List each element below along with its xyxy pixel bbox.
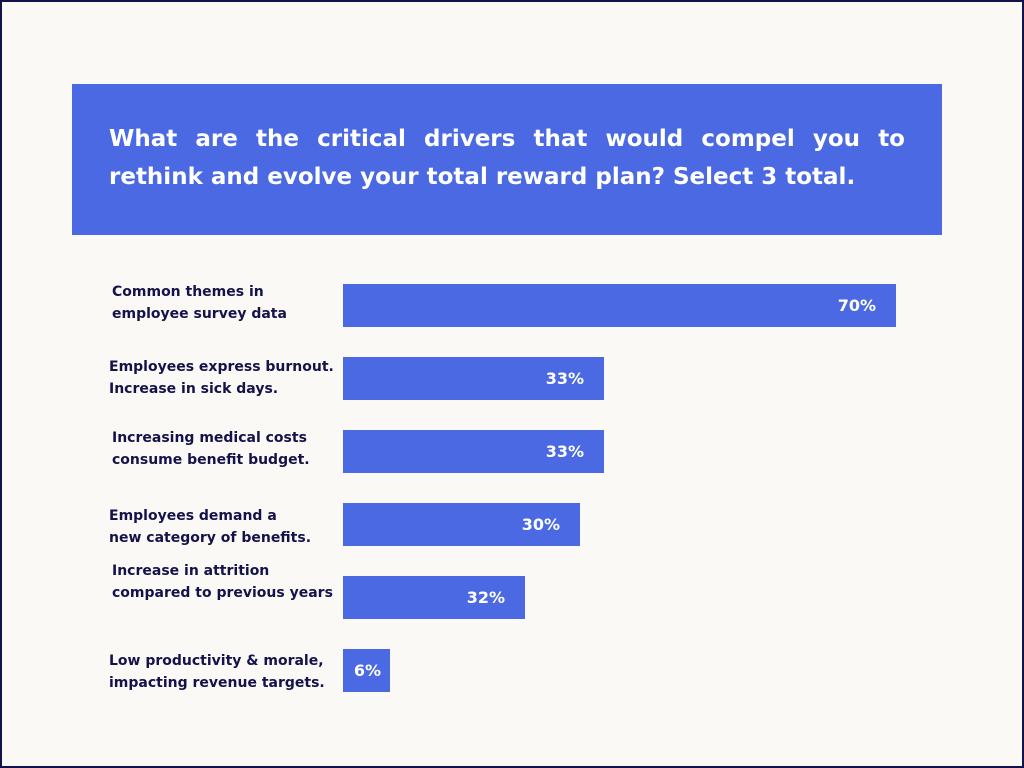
bar-value-label: 33% <box>545 442 584 461</box>
category-label: Increasing medical costs consume benefit… <box>112 430 310 468</box>
bar: 70% <box>343 284 896 327</box>
bar: 32% <box>343 576 525 619</box>
bar-value-label: 33% <box>545 369 584 388</box>
question-header: What are the critical drivers that would… <box>72 84 942 235</box>
bar: 30% <box>343 503 580 546</box>
bar-value-label: 32% <box>466 588 505 607</box>
category-label: Employees express burnout. Increase in s… <box>109 359 334 397</box>
category-label: Employees demand a new category of benef… <box>109 508 312 546</box>
bar: 33% <box>343 357 604 400</box>
bar-value-label: 70% <box>837 296 876 315</box>
question-title: What are the critical drivers that would… <box>109 126 905 190</box>
bar-value-label: 6% <box>353 661 381 680</box>
bar-value-label: 30% <box>521 515 560 534</box>
category-label: Common themes in employee survey data <box>112 284 287 322</box>
bar: 33% <box>343 430 604 473</box>
category-label: Increase in attrition compared to previo… <box>112 563 333 601</box>
category-label: Low productivity & morale, impacting rev… <box>109 653 325 691</box>
bar: 6% <box>343 649 390 692</box>
